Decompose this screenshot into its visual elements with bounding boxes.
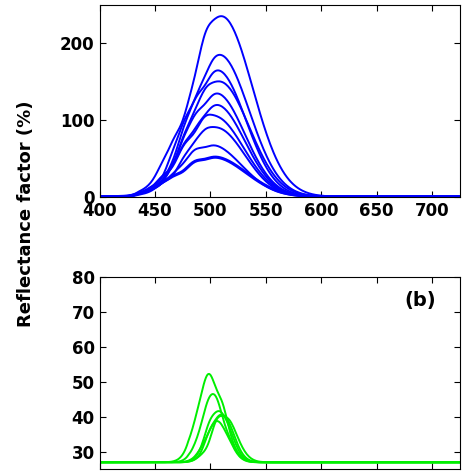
Text: (b): (b) [404, 291, 436, 310]
Text: Reflectance factor (%): Reflectance factor (%) [17, 100, 35, 327]
